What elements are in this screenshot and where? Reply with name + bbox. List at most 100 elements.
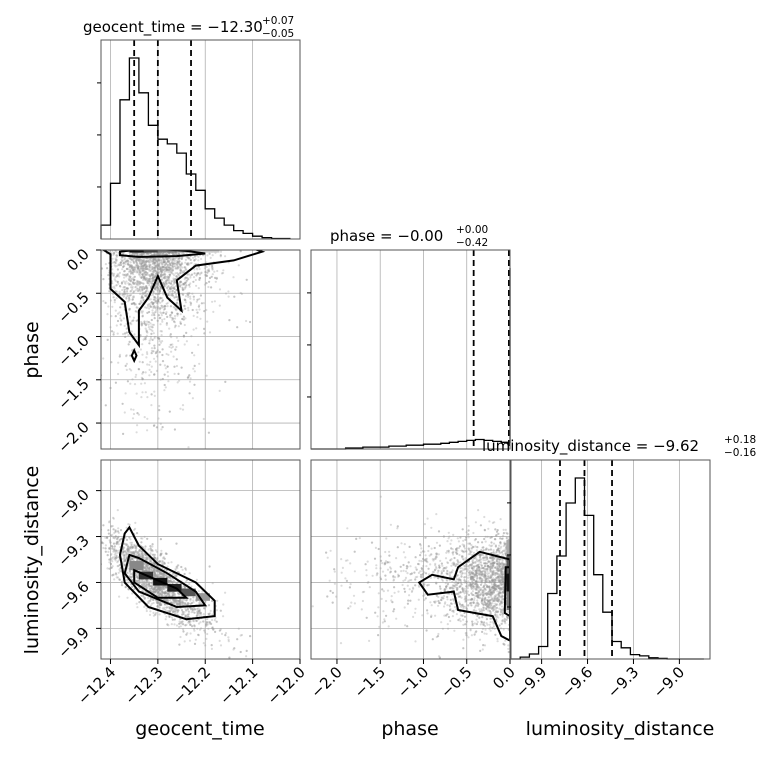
sample-point — [169, 290, 172, 293]
sample-point — [119, 263, 123, 267]
sample-point — [142, 556, 145, 559]
sample-point — [124, 364, 127, 367]
sample-point — [175, 364, 178, 368]
sample-point — [123, 546, 126, 549]
sample-point — [160, 314, 163, 317]
sample-point — [166, 365, 169, 368]
sample-point — [159, 267, 162, 271]
sample-point — [143, 322, 146, 325]
sample-point — [144, 290, 147, 293]
sample-point — [126, 263, 129, 266]
sample-point — [129, 272, 133, 275]
sample-point — [128, 307, 131, 310]
sample-point — [158, 253, 161, 256]
sample-point — [153, 305, 156, 308]
sample-point — [113, 251, 116, 254]
sample-point — [197, 287, 200, 290]
sample-point — [140, 594, 143, 597]
sample-point — [132, 278, 135, 281]
sample-point — [160, 304, 163, 307]
sample-point — [159, 268, 162, 271]
sample-point — [158, 573, 161, 576]
sample-point — [136, 258, 139, 261]
sample-point — [169, 264, 172, 267]
sample-point — [153, 344, 156, 347]
sample-point — [174, 612, 177, 615]
sample-point — [135, 252, 139, 255]
sample-point — [135, 392, 138, 395]
sample-point — [187, 376, 190, 379]
sample-point — [158, 308, 162, 311]
sample-point — [220, 632, 224, 636]
sample-point — [166, 257, 169, 260]
sample-point — [168, 345, 171, 348]
sample-point — [149, 274, 152, 278]
sample-point — [167, 275, 170, 279]
sample-point — [159, 323, 162, 326]
sample-point — [145, 277, 148, 280]
sample-point — [155, 588, 158, 592]
sample-point — [113, 251, 116, 254]
sample-point — [155, 350, 158, 353]
sample-point — [164, 273, 167, 276]
sample-point — [178, 379, 181, 382]
sample-point — [185, 603, 188, 606]
sample-point — [124, 292, 127, 295]
sample-point — [143, 276, 146, 280]
sample-point — [141, 273, 144, 276]
sample-point — [167, 271, 170, 274]
sample-point — [159, 363, 162, 366]
sample-point — [140, 266, 143, 269]
sample-point — [118, 353, 122, 356]
sample-point — [153, 276, 156, 279]
sample-point — [123, 559, 126, 562]
sample-point — [96, 260, 98, 262]
sample-point — [116, 280, 119, 283]
sample-point — [126, 259, 129, 262]
sample-point — [120, 256, 124, 259]
sample-point — [170, 313, 173, 316]
sample-point — [166, 275, 169, 278]
sample-point — [143, 264, 146, 268]
sample-point — [136, 287, 139, 290]
sample-point — [200, 302, 203, 305]
sample-point — [175, 575, 178, 578]
sample-point — [152, 555, 156, 558]
sample-point — [179, 271, 182, 275]
sample-point — [147, 321, 150, 324]
sample-point — [115, 255, 118, 259]
sample-point — [127, 547, 130, 551]
sample-point — [113, 298, 116, 302]
sample-point — [211, 618, 214, 622]
sample-point — [94, 259, 96, 261]
sample-point — [163, 383, 166, 387]
sample-point — [147, 252, 150, 255]
sample-point — [178, 282, 181, 286]
sample-point — [171, 269, 174, 272]
sample-point — [141, 273, 144, 276]
sample-point — [178, 262, 181, 265]
sample-point — [140, 270, 143, 273]
sample-point — [170, 280, 173, 283]
sample-point — [170, 267, 173, 270]
sample-point — [188, 380, 192, 383]
sample-point — [188, 392, 191, 395]
sample-point — [200, 272, 203, 275]
sample-point — [178, 256, 181, 260]
sample-point — [182, 318, 185, 321]
sample-point — [126, 259, 129, 262]
sample-point — [184, 268, 187, 271]
sample-point — [129, 270, 132, 273]
sample-point — [183, 266, 186, 269]
sample-point — [171, 287, 174, 290]
sample-point — [134, 266, 137, 269]
sample-point — [109, 299, 112, 302]
sample-point — [153, 357, 156, 360]
sample-point — [155, 264, 158, 268]
sample-point — [122, 554, 125, 557]
sample-point — [224, 380, 227, 383]
sample-point — [135, 596, 138, 599]
sample-point — [207, 604, 211, 607]
sample-point — [148, 265, 151, 269]
sample-point — [111, 574, 114, 577]
